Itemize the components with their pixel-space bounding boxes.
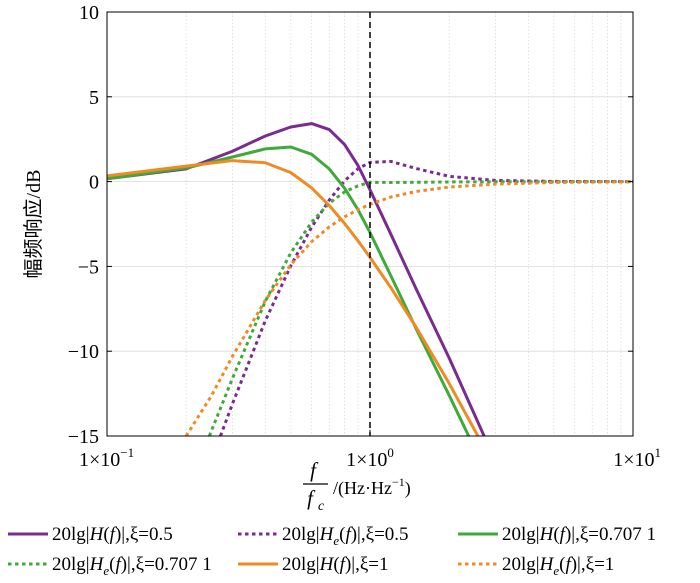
legend-label: 20lg|He(f)|,ξ=0.5 xyxy=(282,524,409,548)
legend-item-1: 20lg|H(f)|,ξ=0.5 xyxy=(8,524,173,545)
grid xyxy=(107,12,633,436)
x-label-unit: /(Hz·Hz−1) xyxy=(333,475,411,499)
y-tick-label: −15 xyxy=(68,426,99,448)
legend: 20lg|H(f)|,ξ=0.5 20lg|He(f)|,ξ=0.5 20lg|H(… xyxy=(8,524,656,578)
x-label-denominator: f xyxy=(307,486,316,510)
x-label-denominator-sub: c xyxy=(318,499,325,514)
legend-label: 20lg|He(f)|,ξ=1 xyxy=(502,554,614,578)
x-axis-label: f f c /(Hz·Hz−1) xyxy=(303,458,411,514)
legend-item-6: 20lg|He(f)|,ξ=1 xyxy=(458,554,614,578)
series-line-3 xyxy=(107,145,471,436)
legend-label: 20lg|H(f)|,ξ=0.707 1 xyxy=(502,524,656,545)
legend-item-4: 20lg|He(f)|,ξ=0.707 1 xyxy=(8,554,212,578)
series-line-5 xyxy=(107,159,480,436)
y-tick-label: 10 xyxy=(79,2,99,24)
x-tick-label: 1×101 xyxy=(613,445,661,471)
x-tick-label: 1×10−1 xyxy=(79,445,134,471)
y-tick-label: −5 xyxy=(78,256,99,278)
y-axis-label: 幅频响应/dB xyxy=(22,170,45,279)
x-label-numerator: f xyxy=(310,458,319,482)
series-line-4 xyxy=(207,180,633,436)
y-tick-label: −10 xyxy=(68,341,99,363)
series-line-1 xyxy=(107,122,486,436)
legend-label: 20lg|H(f)|,ξ=1 xyxy=(282,554,389,575)
series-line-6 xyxy=(184,180,633,436)
legend-item-5: 20lg|H(f)|,ξ=1 xyxy=(238,554,389,575)
x-tick-label: 1×100 xyxy=(346,445,394,471)
legend-label: 20lg|H(f)|,ξ=0.5 xyxy=(52,524,173,545)
x-axis-ticks: 1×10−1 1×100 1×101 xyxy=(79,12,661,471)
legend-item-3: 20lg|H(f)|,ξ=0.707 1 xyxy=(458,524,656,545)
series-group xyxy=(107,122,633,436)
legend-item-2: 20lg|He(f)|,ξ=0.5 xyxy=(238,524,409,548)
legend-label: 20lg|He(f)|,ξ=0.707 1 xyxy=(52,554,212,578)
y-axis-ticks: 10 5 0 −5 −10 −15 xyxy=(68,2,633,448)
y-tick-label: 5 xyxy=(89,87,99,109)
y-tick-label: 0 xyxy=(89,172,99,194)
series-line-2 xyxy=(219,159,633,436)
